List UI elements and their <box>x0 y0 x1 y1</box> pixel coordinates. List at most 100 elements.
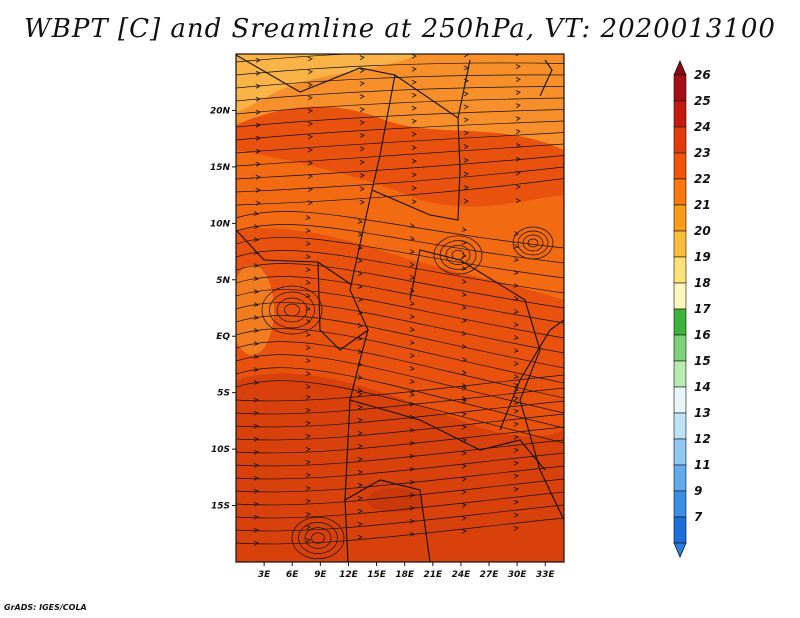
streamline-arrow-icon <box>463 198 469 204</box>
colorbar-up-icon <box>673 59 687 76</box>
streamline-mid <box>236 302 564 354</box>
colorbar-label: 12 <box>694 432 711 446</box>
streamline-arrow-icon <box>409 531 415 537</box>
border-line <box>371 117 461 221</box>
colorbar-label: 9 <box>694 484 702 498</box>
colorbar-swatch <box>673 74 687 102</box>
streamline-arrow-icon <box>305 345 311 350</box>
streamline-arrow-icon <box>461 318 467 323</box>
field-region-south <box>236 373 564 562</box>
streamline-south <box>236 439 564 467</box>
streamline-arrow-icon <box>461 305 467 310</box>
streamline-arrow-icon <box>513 296 519 301</box>
streamline-arrow-icon <box>411 199 417 205</box>
streamline-arrow-icon <box>359 120 365 125</box>
colorbar-label: 17 <box>694 302 711 316</box>
streamline-arrow-icon <box>305 485 311 491</box>
streamline-arrow-icon <box>305 384 311 389</box>
streamline-arrow-icon <box>253 462 259 468</box>
lon-tick-label: 12E <box>339 570 359 580</box>
streamline-arrow-icon <box>513 421 519 427</box>
streamline-arrow-icon <box>307 200 313 206</box>
streamline-arrow-icon <box>513 434 519 440</box>
streamline-arrow-icon <box>409 340 415 345</box>
streamline-arrow-icon <box>515 103 521 108</box>
lon-tick-label: 18E <box>395 570 415 580</box>
streamline-south <box>236 374 564 402</box>
vortex-southwest <box>298 522 338 554</box>
streamline-arrow-icon <box>253 488 259 494</box>
colorbar-swatch <box>673 412 687 440</box>
colorbar-label: 14 <box>694 380 711 394</box>
streamline-arrow-icon <box>305 524 311 530</box>
streamline-arrow-icon <box>357 417 363 423</box>
streamline-arrow-icon <box>253 423 259 429</box>
streamline-mid <box>236 289 564 339</box>
streamline-arrow-icon <box>305 420 311 426</box>
streamline-arrow-icon <box>461 476 467 482</box>
streamline-arrow-icon <box>409 392 415 397</box>
streamline-arrow-icon <box>409 518 415 524</box>
vortex-east <box>522 234 544 252</box>
chart-title: WBPT [C] and Sreamline at 250hPa, VT: 20… <box>24 14 776 44</box>
streamline-arrow-icon <box>305 254 311 259</box>
lat-tick-label: 10S <box>211 445 230 455</box>
colorbar-label: 16 <box>694 328 711 342</box>
streamline-arrow-icon <box>253 367 259 372</box>
streamline-arrow-icon <box>357 404 363 410</box>
border-line <box>409 249 564 521</box>
streamline-mid <box>236 276 564 324</box>
streamline-arrow-icon <box>305 332 311 337</box>
border-line <box>344 479 431 562</box>
streamline-arrow-icon <box>305 472 311 478</box>
streamline-arrow-icon <box>357 521 363 527</box>
streamline-arrow-icon <box>307 187 313 192</box>
streamline-arrow-icon <box>409 479 415 485</box>
streamline-arrow-icon <box>411 66 417 72</box>
streamline-arrow-icon <box>307 134 313 140</box>
streamline-arrow-icon <box>513 231 519 236</box>
streamline-arrow-icon <box>461 385 467 391</box>
streamline-arrow-icon <box>359 94 365 99</box>
field-region-pale <box>236 54 420 112</box>
streamline-arrow-icon <box>357 375 363 380</box>
streamline-arrow-icon <box>409 353 415 358</box>
colorbar-swatch <box>673 464 687 492</box>
streamline-arrow-icon <box>357 495 363 501</box>
streamline-arrow-icon <box>255 83 261 89</box>
lat-tick-label: 20N <box>210 106 231 116</box>
streamline-arrow-icon <box>409 249 415 254</box>
streamline-arrow-icon <box>515 54 521 56</box>
streamline-north <box>236 74 564 89</box>
map-frame <box>235 53 565 563</box>
streamline-arrow-icon <box>461 344 467 349</box>
lon-tick-label: 9E <box>314 570 327 580</box>
streamline-north <box>236 166 564 193</box>
lat-tick-label: 15N <box>210 163 231 173</box>
streamline-arrow-icon <box>409 223 415 228</box>
colorbar-swatch <box>673 204 687 232</box>
streamline-arrow-icon <box>357 469 363 475</box>
latitude-axis: 20N 15N 10N 5N EQ 5S 10S 15S <box>210 106 236 512</box>
streamline-arrow-icon <box>357 482 363 488</box>
streamline-north <box>236 97 564 115</box>
streamline-arrow-icon <box>513 447 519 453</box>
streamline-arrow-icon <box>461 515 467 521</box>
streamline-arrow-icon <box>305 267 311 272</box>
colorbar-swatch <box>673 308 687 336</box>
streamline-arrow-icon <box>305 394 311 400</box>
streamline-arrow-icon <box>253 501 259 507</box>
colorbar-down-icon <box>673 542 687 559</box>
streamline-arrow-icon <box>307 56 313 62</box>
streamline-arrow-icon <box>409 366 415 371</box>
streamline-south <box>236 517 564 545</box>
streamline-arrow-icon <box>409 327 415 332</box>
streamline-arrow-icon <box>305 228 311 233</box>
streamline-arrow-icon <box>307 160 313 166</box>
colorbar-label: 24 <box>694 120 711 134</box>
streamline-mid <box>236 367 564 429</box>
streamline-arrow-icon <box>411 145 417 151</box>
streamline-arrow-icon <box>305 537 311 543</box>
streamline-arrow-icon <box>411 185 417 191</box>
